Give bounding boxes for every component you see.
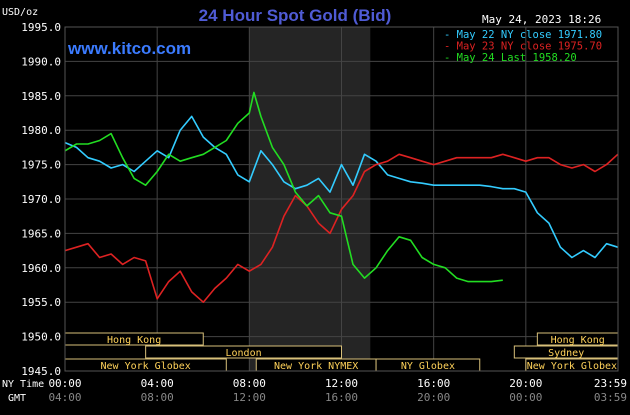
series-line-2: [64, 153, 619, 304]
session-label: New York Globex: [527, 361, 617, 372]
y-tick-label: 1985.0: [21, 90, 61, 103]
y-tick-label: 1970.0: [21, 193, 61, 206]
y-tick-label: 1975.0: [21, 159, 61, 172]
session-bar: New York Globex: [64, 358, 227, 372]
x-tick-label-gmt: 12:00: [233, 391, 266, 404]
x-tick-label-gmt: 03:59: [594, 391, 627, 404]
series-line-1: [64, 115, 619, 259]
x-tick-label-ny: 08:00: [233, 377, 266, 390]
series-line-3: [64, 91, 503, 283]
legend-entry: - May 24 Last 1958.20: [444, 52, 577, 64]
watermark: www.kitco.com: [67, 39, 191, 58]
session-label: New York Globex: [100, 361, 190, 372]
session-label: NY Globex: [401, 361, 455, 372]
plot-border: [64, 26, 619, 372]
x-tick-label-ny: 12:00: [325, 377, 358, 390]
session-label: Sydney: [548, 348, 584, 359]
session-label: London: [226, 348, 262, 359]
legend-entry: - May 23 NY close 1975.70: [444, 41, 602, 53]
x-axis: NY Time GMT: [2, 379, 44, 404]
x-tick-label-gmt: 00:00: [509, 391, 542, 404]
trading-sessions: Hong Kong Hong Kong London Sydney New York G…: [64, 332, 619, 372]
x-tick-label-ny: 00:00: [48, 377, 81, 390]
unit-label: USD/oz: [2, 7, 38, 18]
session-label: New York NYMEX: [274, 361, 358, 372]
x-tick-label-gmt: 16:00: [325, 391, 358, 404]
session-bar: Hong Kong: [64, 332, 204, 346]
ny-time-label: NY Time: [2, 379, 44, 390]
legend: - May 22 NY close 1971.80- May 23 NY clo…: [444, 29, 602, 64]
y-tick-label: 1995.0: [21, 21, 61, 34]
y-tick-label: 1950.0: [21, 331, 61, 344]
y-tick-label: 1945.0: [21, 365, 61, 378]
x-tick-label-ny: 16:00: [417, 377, 450, 390]
x-tick-label-gmt: 08:00: [141, 391, 174, 404]
session-bar: Hong Kong: [536, 332, 619, 346]
series-lines: [64, 91, 619, 304]
y-tick-label: 1955.0: [21, 296, 61, 309]
x-tick-label-ny: 04:00: [141, 377, 174, 390]
x-tick-label-ny: 20:00: [509, 377, 542, 390]
x-tick-label-ny: 23:59: [594, 377, 627, 390]
y-tick-label: 1965.0: [21, 227, 61, 240]
session-bar: Sydney: [513, 345, 619, 359]
y-axis-tick-labels: 1995.0 1990.0 1985.0 1980.0 1975.0 1970.0 1965…: [21, 21, 61, 378]
legend-entry: - May 22 NY close 1971.80: [444, 29, 602, 41]
session-label: Hong Kong: [551, 335, 605, 346]
timestamp: May 24, 2023 18:26: [482, 13, 601, 26]
y-tick-label: 1980.0: [21, 124, 61, 137]
session-bar: NY Globex: [375, 358, 481, 372]
chart-title: 24 Hour Spot Gold (Bid): [199, 6, 392, 25]
session-bar: New York Globex: [525, 358, 619, 372]
y-tick-label: 1990.0: [21, 55, 61, 68]
session-bar: New York NYMEX: [255, 358, 377, 372]
session-bar: London: [145, 345, 342, 359]
x-tick-label-gmt: 04:00: [48, 391, 81, 404]
x-axis-tick-labels: 00:0004:0004:0008:0008:0012:0012:0016:00…: [48, 377, 627, 404]
y-tick-label: 1960.0: [21, 262, 61, 275]
session-label: Hong Kong: [107, 335, 161, 346]
gmt-label: GMT: [8, 393, 26, 404]
x-tick-label-gmt: 20:00: [417, 391, 450, 404]
